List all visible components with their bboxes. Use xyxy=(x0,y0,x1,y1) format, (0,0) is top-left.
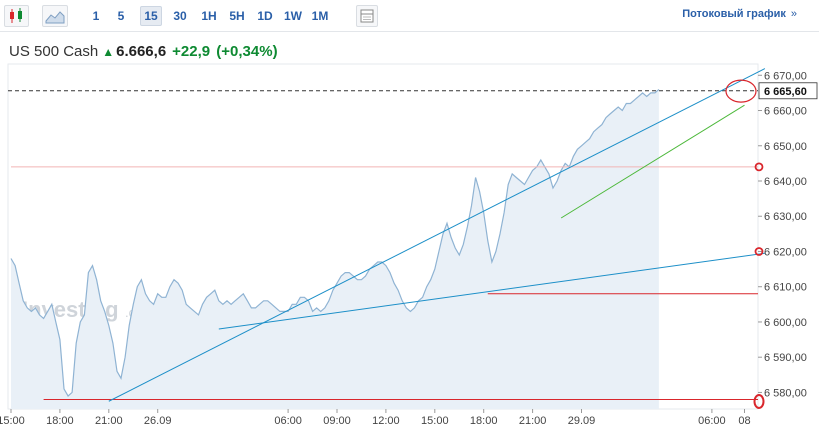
instrument-name: US 500 Cash xyxy=(9,43,99,60)
x-tick-label: 26.09 xyxy=(144,415,172,427)
timeframe-button-1w[interactable]: 1W xyxy=(284,9,302,23)
candlestick-icon[interactable] xyxy=(4,5,29,27)
x-tick-label: 29.09 xyxy=(568,415,596,427)
price-highlight-ellipse xyxy=(725,79,757,103)
up-arrow-icon: ▲ xyxy=(102,45,115,59)
x-tick-label: 21:00 xyxy=(95,415,123,427)
stream-chart-link[interactable]: Потоковый график » xyxy=(682,8,797,20)
y-tick-label: 6 590,00 xyxy=(764,352,807,364)
price-area-fill xyxy=(11,89,659,410)
x-tick-label: 15:00 xyxy=(421,415,449,427)
x-tick-label: 18:00 xyxy=(470,415,498,427)
x-tick-label: 18:00 xyxy=(46,415,74,427)
trendline-3[interactable] xyxy=(560,104,745,219)
x-tick-label: 06:00 xyxy=(274,415,302,427)
timeframe-button-30[interactable]: 30 xyxy=(173,9,187,23)
last-price-badge xyxy=(758,82,818,100)
level-marker-circle xyxy=(754,162,764,172)
level-marker-circle xyxy=(754,247,764,256)
x-tick-label: 12:00 xyxy=(372,415,400,427)
last-price: 6.666,6 xyxy=(116,43,167,60)
y-tick-label: 6 630,00 xyxy=(764,211,807,223)
x-tick-label: 09:00 xyxy=(323,415,351,427)
trendline-1[interactable] xyxy=(108,68,766,402)
instrument-quote: US 500 Cash ▲ 6.666,6 +22,9 (+0,34%) xyxy=(9,43,278,60)
y-tick-label: 6 650,00 xyxy=(764,141,807,153)
price-change-percent: (+0,34%) xyxy=(216,43,278,60)
x-tick-label: 08 xyxy=(738,415,750,427)
area-chart-icon[interactable] xyxy=(42,5,68,27)
timeframe-button-1h[interactable]: 1H xyxy=(201,9,217,23)
timeframe-button-1m[interactable]: 1M xyxy=(311,9,329,23)
double-chevron-icon: » xyxy=(790,8,797,20)
timeframe-button-5[interactable]: 5 xyxy=(117,9,125,23)
timeframe-button-1[interactable]: 1 xyxy=(92,9,100,23)
x-tick-label: 21:00 xyxy=(519,415,547,427)
y-tick-label: 6 620,00 xyxy=(764,246,807,258)
level-marker-circle xyxy=(753,393,765,409)
chart-toolbar: 1 5 15 30 1H 5H 1D 1W 1M Потоковый график» xyxy=(0,0,819,32)
timeframe-button-5h[interactable]: 5H xyxy=(229,9,245,23)
y-tick-label: 6 610,00 xyxy=(764,282,807,294)
y-tick-label: 6 670,00 xyxy=(764,70,807,82)
trendline-2[interactable] xyxy=(218,252,765,330)
y-tick-label: 6 580,00 xyxy=(764,387,807,399)
stream-chart-label: Потоковый график xyxy=(682,8,786,20)
x-tick-label: 06:00 xyxy=(698,415,726,427)
y-tick-label: 6 600,00 xyxy=(764,317,807,329)
x-tick-label: 15:00 xyxy=(0,415,25,427)
y-tick-label: 6 640,00 xyxy=(764,176,807,188)
timeframe-button-15[interactable]: 15 xyxy=(140,6,162,26)
price-change: +22,9 xyxy=(172,43,211,60)
last-price-label: 6 665,60 xyxy=(764,86,807,98)
timeframe-button-1d[interactable]: 1D xyxy=(257,9,273,23)
table-icon[interactable] xyxy=(356,5,378,27)
y-tick-label: 6 660,00 xyxy=(764,106,807,118)
